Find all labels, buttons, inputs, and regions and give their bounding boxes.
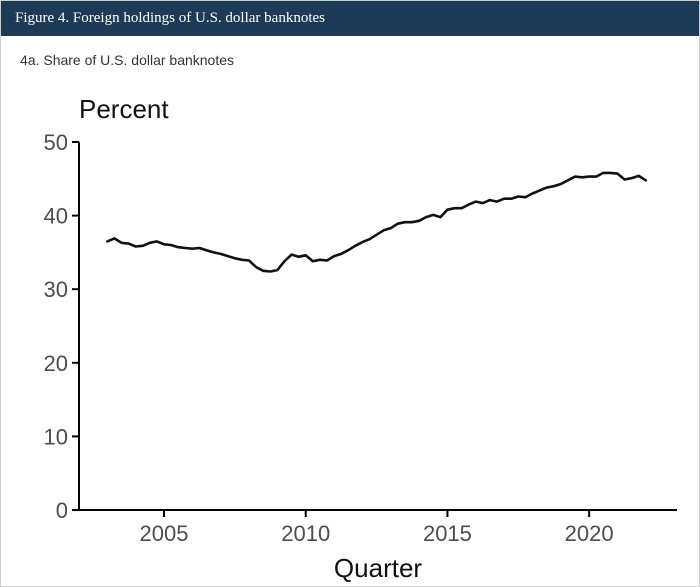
x-tick-label: 2015 [423,521,472,546]
y-axis-title: Percent [79,94,169,124]
chart-subtitle: 4a. Share of U.S. dollar banknotes [20,52,235,68]
x-tick-label: 2005 [140,521,189,546]
figure-title: Figure 4. Foreign holdings of U.S. dolla… [1,1,699,36]
y-tick-label: 10 [44,424,68,449]
series-line-0 [106,171,648,273]
y-tick-label: 40 [44,204,68,229]
y-tick-label: 30 [44,277,68,302]
x-axis-title: Quarter [334,553,422,583]
chart-axes [78,142,677,511]
chart-ticks: 0 10 20 30 40 50 2005 2010 2015 2020 [44,130,614,546]
chart-series [106,171,648,273]
y-tick-label: 50 [44,130,68,155]
y-tick-label: 0 [56,498,68,523]
y-tick-label: 20 [44,351,68,376]
x-tick-label: 2010 [281,521,330,546]
x-tick-label: 2020 [565,521,614,546]
